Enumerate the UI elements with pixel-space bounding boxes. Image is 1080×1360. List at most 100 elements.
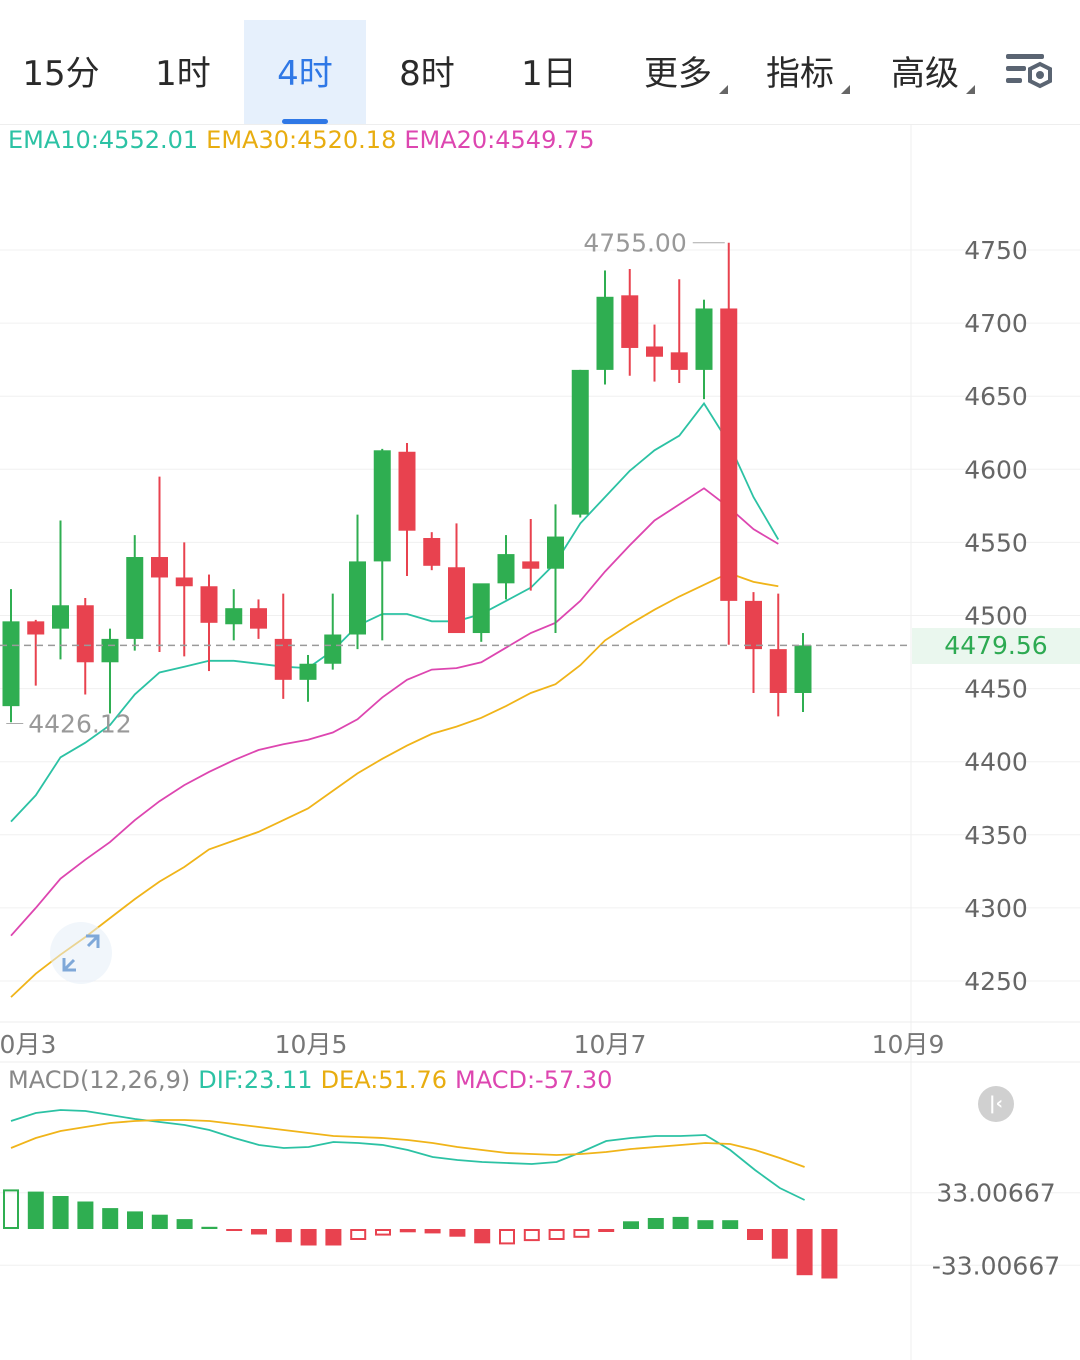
dea-legend: DEA:51.76 — [320, 1066, 448, 1094]
candle-body — [324, 634, 342, 664]
candle-body — [720, 308, 738, 601]
macd-hist-bar — [449, 1229, 466, 1237]
ema-line-ema30 — [10, 572, 779, 998]
macd-tick-label: 33.00667 — [936, 1179, 1055, 1208]
y-tick-label: 4700 — [964, 309, 1028, 338]
chart-settings-icon[interactable] — [1000, 48, 1058, 98]
ema20-legend: EMA20:4549.75 — [404, 126, 595, 154]
y-tick-label: 4600 — [964, 455, 1028, 484]
y-tick-label: 4450 — [964, 675, 1028, 704]
high-marker-label: 4755.00 — [583, 229, 686, 258]
macd-hist-bar — [523, 1229, 540, 1242]
tab-4[interactable]: 1日 — [488, 20, 610, 124]
x-tick-label: 10月3 — [0, 1030, 56, 1059]
tab-3[interactable]: 8时 — [366, 20, 488, 124]
tab-label: 指标 — [766, 20, 850, 128]
candle-body — [52, 605, 69, 629]
tab-5[interactable]: 更多 — [618, 20, 738, 124]
tab-2[interactable]: 4时 — [244, 20, 366, 124]
candle-body — [175, 577, 193, 587]
low-marker-label: 4426.12 — [28, 710, 131, 739]
macd-tick-label: -33.00667 — [932, 1251, 1060, 1280]
tab-label: 8时 — [399, 54, 455, 94]
expand-button[interactable] — [50, 922, 112, 984]
macd-hist-bar — [672, 1216, 689, 1229]
tab-label: 4时 — [277, 54, 333, 94]
macd-hist-bar — [697, 1220, 714, 1229]
candle-body — [448, 567, 465, 634]
tab-0[interactable]: 15分 — [0, 20, 122, 124]
dif-line — [10, 1109, 805, 1201]
macd-hist-bar — [226, 1229, 243, 1231]
candle-body — [423, 538, 441, 566]
candle-body — [695, 308, 713, 370]
y-tick-label: 4500 — [964, 602, 1028, 631]
macd-hist-bar — [424, 1229, 441, 1234]
ema-line-ema20 — [10, 487, 779, 937]
current-price-tag: 4479.56 — [912, 628, 1080, 664]
candle-body — [497, 554, 515, 584]
scroll-to-latest-button[interactable]: |‹ — [978, 1086, 1014, 1122]
candle-body — [200, 586, 218, 623]
candle-body — [101, 638, 119, 663]
candle-body — [225, 608, 243, 625]
tab-6[interactable]: 指标 — [742, 20, 858, 124]
candle-body — [745, 600, 762, 650]
ema-line-ema10 — [10, 401, 780, 823]
macd-hist-bar — [722, 1220, 739, 1229]
x-tick-label: 10月5 — [275, 1030, 348, 1059]
macd-hist-bar — [151, 1214, 168, 1229]
macd-hist-bar — [325, 1229, 342, 1246]
candle-body — [646, 346, 663, 357]
macd-hist-bar — [548, 1229, 565, 1240]
macd-hist-bar — [647, 1218, 664, 1229]
macd-hist-bar — [573, 1229, 590, 1238]
dropdown-caret-icon — [719, 85, 728, 94]
candle-body — [299, 663, 317, 680]
macd-hist-bar — [350, 1229, 367, 1240]
macd-hist-bar — [771, 1229, 788, 1259]
macd-hist-bar — [821, 1229, 838, 1279]
macd-hist-bar — [275, 1229, 292, 1243]
y-tick-label: 4750 — [964, 236, 1028, 265]
candle-body — [151, 557, 168, 578]
dif-legend: DIF:23.11 — [198, 1066, 313, 1094]
macd-hist-bar — [127, 1211, 143, 1229]
tab-1[interactable]: 1时 — [122, 20, 244, 124]
macd-hist-bar — [102, 1208, 119, 1229]
candle-body — [596, 296, 614, 370]
scroll-to-latest-icon: |‹ — [989, 1093, 1003, 1114]
candle-body — [126, 557, 144, 639]
macd-hist-bar — [27, 1191, 44, 1229]
y-tick-label: 4250 — [964, 967, 1028, 996]
macd-hist-bar — [300, 1229, 317, 1246]
candle-body — [2, 621, 20, 707]
candle-body — [794, 645, 812, 693]
candle-body — [27, 621, 45, 635]
y-tick-label: 4350 — [964, 821, 1028, 850]
candle-body — [398, 451, 416, 531]
macd-hist-bar — [3, 1189, 19, 1230]
macd-hist-bar — [623, 1221, 639, 1229]
candle-body — [349, 561, 366, 635]
macd-value-legend: MACD:-57.30 — [455, 1066, 613, 1094]
candle-body — [571, 369, 589, 515]
y-tick-label: 4550 — [964, 528, 1028, 557]
candle-body — [621, 295, 639, 348]
macd-hist-bar — [201, 1226, 218, 1229]
ema30-legend: EMA30:4520.18 — [206, 126, 397, 154]
macd-hist-bar — [598, 1229, 615, 1232]
tab-7[interactable]: 高级 — [866, 20, 984, 124]
macd-hist-bar — [747, 1229, 763, 1240]
y-tick-label: 4300 — [964, 894, 1028, 923]
period-tab-bar: 15分 1时 4时 8时 1日 更多 指标 高级 — [0, 0, 1080, 125]
tab-label: 1日 — [521, 54, 577, 94]
tab-label: 高级 — [891, 20, 975, 128]
candle-body — [250, 608, 267, 629]
macd-title: MACD(12,26,9) — [8, 1066, 191, 1094]
macd-hist-bar — [796, 1229, 813, 1276]
y-tick-label: 4400 — [964, 748, 1028, 777]
candle-body — [373, 450, 391, 562]
macd-hist-bar — [399, 1229, 416, 1233]
